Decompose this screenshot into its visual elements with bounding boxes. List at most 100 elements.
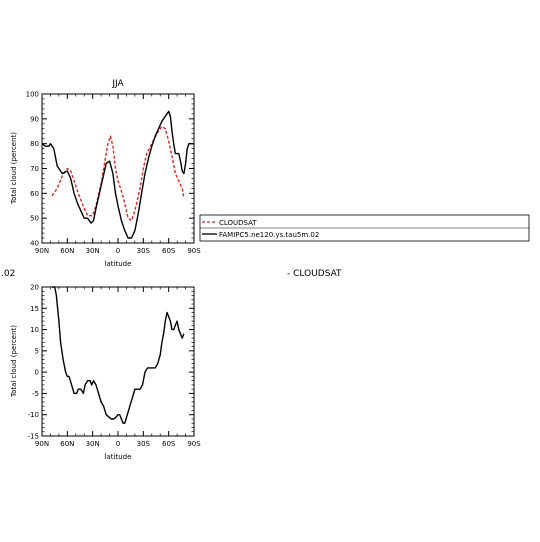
data-point-0-1 (177, 153, 178, 154)
x-tick-label: 30N (86, 440, 100, 448)
data-point-1-0 (54, 286, 55, 287)
data-point-1-0 (171, 329, 172, 330)
data-point-0-1 (148, 158, 149, 159)
data-point-1-0 (56, 295, 57, 296)
data-point-0-1 (178, 153, 179, 154)
data-point-1-0 (90, 380, 91, 381)
data-point-1-0 (152, 367, 153, 368)
data-point-0-0 (107, 143, 108, 144)
series-line-0-0 (51, 125, 185, 222)
top-series-lines (41, 110, 194, 239)
y-tick-label: 10 (30, 326, 39, 334)
data-point-0-0 (178, 180, 179, 181)
data-point-1-0 (117, 414, 118, 415)
y-tick-label: 0 (35, 369, 39, 377)
data-point-1-0 (124, 423, 125, 424)
data-point-0-0 (128, 218, 129, 219)
data-point-1-0 (178, 329, 179, 330)
data-point-1-0 (163, 333, 164, 334)
data-point-1-0 (57, 303, 58, 304)
data-point-0-1 (151, 146, 152, 147)
data-point-1-0 (165, 321, 166, 322)
data-point-0-1 (62, 173, 63, 174)
data-point-1-0 (150, 367, 151, 368)
data-point-1-0 (67, 376, 68, 377)
data-point-1-0 (74, 393, 75, 394)
data-point-0-0 (146, 153, 147, 154)
x-tick-label: 60N (60, 247, 74, 255)
data-point-0-1 (121, 220, 122, 221)
data-point-1-0 (78, 389, 79, 390)
data-point-1-0 (80, 389, 81, 390)
series-line-1-0 (52, 286, 185, 424)
data-point-0-1 (170, 116, 171, 117)
data-point-0-1 (87, 218, 88, 219)
data-point-0-1 (74, 193, 75, 194)
data-point-1-0 (68, 376, 69, 377)
data-point-0-1 (93, 220, 94, 221)
data-point-1-0 (173, 329, 174, 330)
data-point-1-0 (182, 338, 183, 339)
data-point-0-1 (187, 148, 188, 149)
data-point-0-0 (74, 180, 75, 181)
stray-cloudsat-label: - CLOUDSAT (287, 269, 342, 279)
data-point-0-0 (134, 210, 135, 211)
y-tick-label: -5 (32, 390, 39, 398)
data-point-0-1 (112, 173, 113, 174)
data-point-0-0 (79, 195, 80, 196)
data-point-1-0 (93, 380, 94, 381)
y-tick-label: 60 (30, 190, 39, 198)
data-point-1-0 (142, 384, 143, 385)
data-point-1-0 (134, 389, 135, 390)
data-point-0-0 (115, 168, 116, 169)
data-point-1-0 (168, 316, 169, 317)
data-point-0-1 (124, 230, 125, 231)
top-panel-title: JJA (111, 79, 124, 89)
data-point-1-0 (177, 321, 178, 322)
x-tick-label: 30S (137, 440, 151, 448)
y-tick-label: 80 (30, 140, 39, 148)
y-tick-label: 100 (26, 91, 39, 99)
data-point-1-0 (76, 393, 77, 394)
data-point-0-1 (45, 146, 46, 147)
data-point-1-0 (101, 401, 102, 402)
y-tick-label: 90 (30, 115, 39, 123)
data-point-0-1 (117, 205, 118, 206)
y-tick-label: -10 (28, 411, 39, 419)
data-point-1-0 (98, 393, 99, 394)
data-point-0-0 (112, 146, 113, 147)
data-point-0-0 (70, 170, 71, 171)
legend: CLOUDSAT FAMIPC5.ne120.ys.tau5m.02 (199, 214, 530, 242)
data-point-1-0 (65, 372, 66, 373)
data-point-0-1 (70, 178, 71, 179)
data-point-0-1 (141, 193, 142, 194)
data-point-1-0 (170, 321, 171, 322)
series-line-0-1 (41, 110, 194, 239)
data-point-0-1 (99, 193, 100, 194)
data-point-1-0 (144, 372, 145, 373)
data-point-0-0 (139, 188, 140, 189)
data-point-0-1 (158, 128, 159, 129)
x-tick-label: 90N (35, 440, 49, 448)
y-tick-label: 20 (30, 284, 39, 292)
data-point-0-1 (138, 213, 139, 214)
top-y-axis: 40 50 60 70 80 90 100 (26, 91, 194, 248)
data-point-1-0 (183, 333, 184, 334)
data-point-1-0 (180, 333, 181, 334)
x-tick-label: 60S (162, 247, 176, 255)
data-point-0-0 (143, 168, 144, 169)
bottom-y-axis: -15 -10 -5 0 5 10 15 20 (28, 284, 194, 441)
data-point-1-0 (155, 367, 156, 368)
data-point-1-0 (71, 384, 72, 385)
top-x-axis: 90N 60N 30N 0 30S 60S 90S (35, 94, 201, 255)
data-point-0-0 (117, 180, 118, 181)
data-point-1-0 (147, 367, 148, 368)
bottom-plot-frame (41, 286, 195, 437)
data-point-1-0 (108, 416, 109, 417)
x-tick-label: 30S (137, 247, 151, 255)
data-point-0-1 (185, 163, 186, 164)
data-point-1-0 (139, 389, 140, 390)
bottom-x-axis: 90N 60N 30N 0 30S 60S 90S (35, 287, 201, 448)
